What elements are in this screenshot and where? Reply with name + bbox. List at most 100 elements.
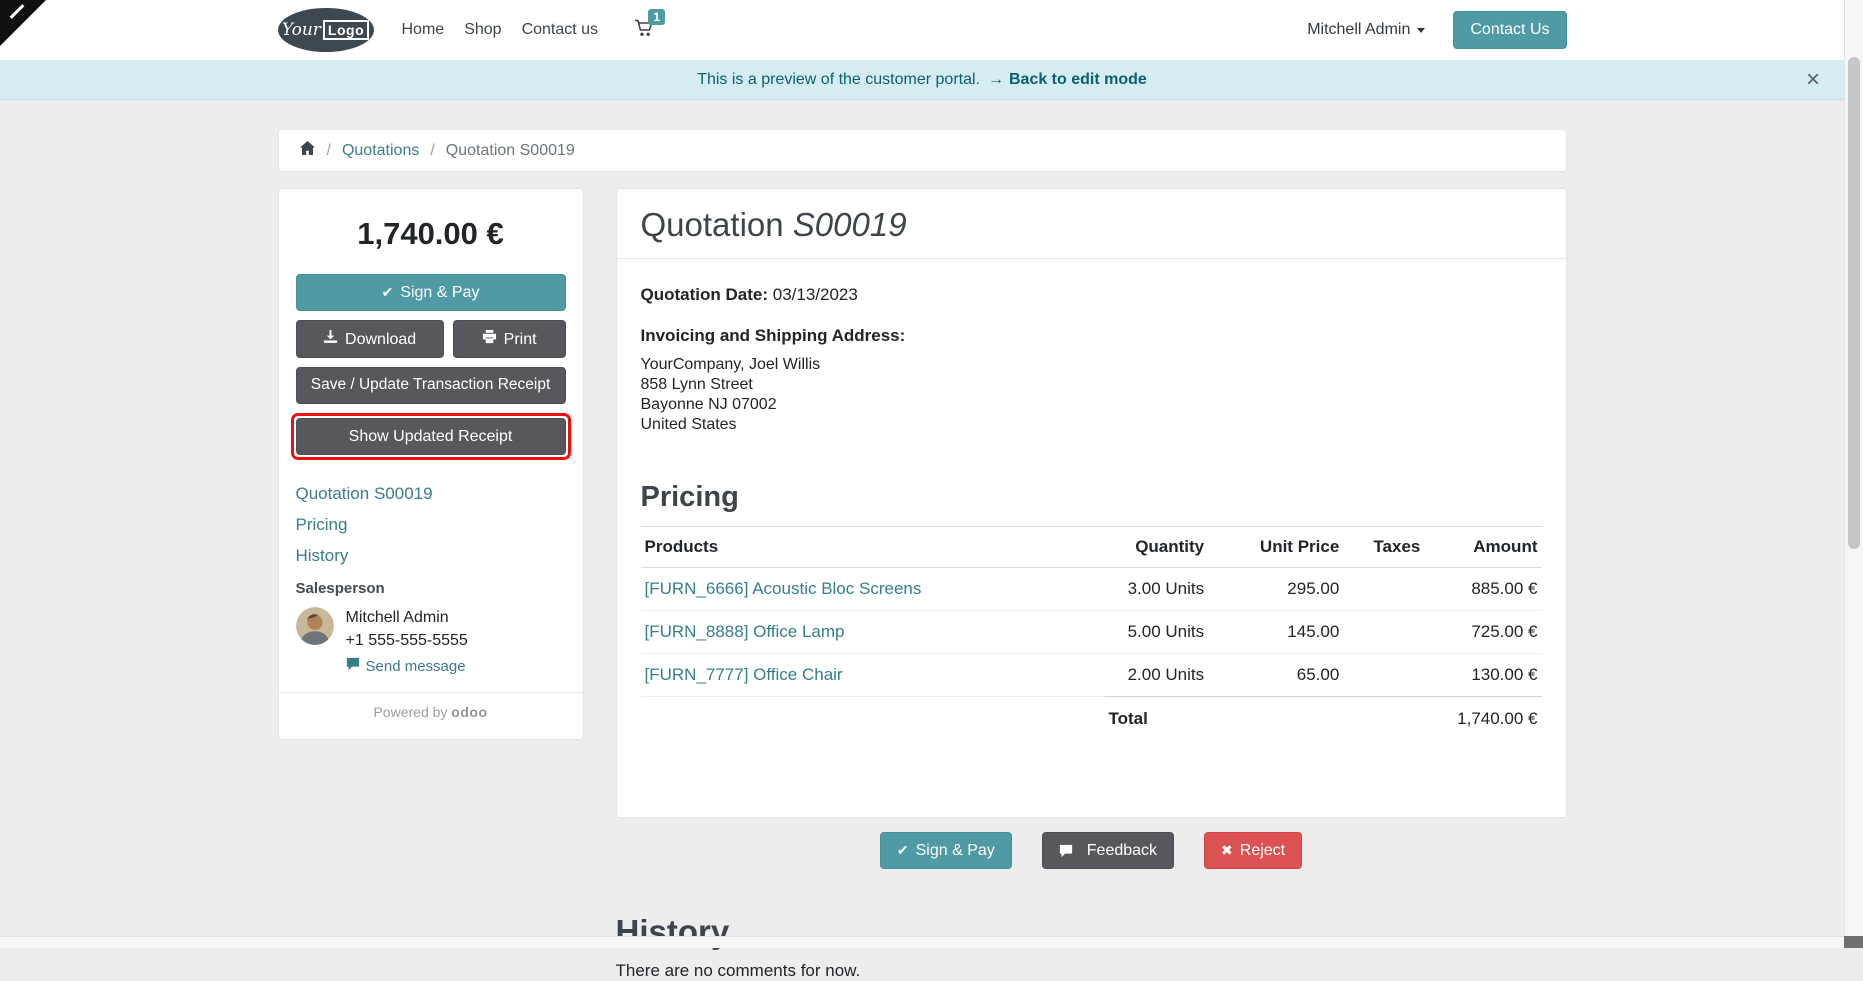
cell-quantity: 3.00 Units: [1091, 568, 1208, 611]
table-row: [FURN_7777] Office Chair 2.00 Units 65.0…: [641, 654, 1542, 697]
comment-icon: [1059, 844, 1080, 858]
user-menu-label: Mitchell Admin: [1307, 21, 1410, 39]
home-icon: [299, 140, 316, 161]
sidebar-link-history[interactable]: History: [296, 546, 566, 566]
address-line: 858 Lynn Street: [641, 375, 1542, 395]
check-icon: ✔: [382, 284, 394, 301]
salesperson-name: Mitchell Admin: [346, 609, 468, 627]
title-prefix: Quotation: [641, 206, 784, 243]
sidebar-link-quotation[interactable]: Quotation S00019: [296, 484, 566, 504]
header-unit-price: Unit Price: [1208, 527, 1343, 568]
print-icon: [482, 329, 504, 349]
quotation-date-value: 03/13/2023: [773, 285, 858, 304]
back-to-edit-link[interactable]: → Back to edit mode: [988, 71, 1147, 89]
contact-us-button[interactable]: Contact Us: [1453, 11, 1566, 48]
quotation-document: Quotation S00019 Quotation Date: 03/13/2…: [616, 188, 1567, 818]
header-quantity: Quantity: [1091, 527, 1208, 568]
user-menu[interactable]: Mitchell Admin: [1307, 21, 1425, 39]
table-row: [FURN_8888] Office Lamp 5.00 Units 145.0…: [641, 611, 1542, 654]
preview-banner-text: This is a preview of the customer portal…: [697, 71, 980, 89]
powered-by: Powered by odoo: [279, 692, 583, 722]
cell-unit-price: 65.00: [1208, 654, 1343, 697]
sign-pay-label: Sign & Pay: [400, 283, 479, 302]
print-label: Print: [504, 330, 537, 349]
feedback-button[interactable]: Feedback: [1042, 832, 1174, 869]
pricing-section-title: Pricing: [641, 481, 1542, 514]
cell-taxes: [1343, 611, 1424, 654]
annotation-highlight: Show Updated Receipt: [291, 413, 571, 460]
feedback-label: Feedback: [1087, 841, 1157, 860]
sign-pay-bottom-label: Sign & Pay: [916, 841, 995, 860]
nav-link-shop[interactable]: Shop: [464, 21, 501, 39]
salesperson-phone: +1 555-555-5555: [346, 632, 468, 650]
send-message-link[interactable]: Send message: [346, 657, 466, 675]
total-value: 1,740.00 €: [1457, 709, 1537, 729]
breadcrumb-separator: /: [430, 142, 434, 160]
reject-button[interactable]: ✖ Reject: [1204, 832, 1302, 869]
send-message-label: Send message: [366, 658, 466, 675]
sidebar-link-pricing[interactable]: Pricing: [296, 515, 566, 535]
breadcrumb-separator: /: [327, 142, 331, 160]
cell-unit-price: 295.00: [1208, 568, 1343, 611]
nav-link-home[interactable]: Home: [402, 21, 445, 39]
cell-amount: 885.00 €: [1424, 568, 1541, 611]
show-updated-receipt-button[interactable]: Show Updated Receipt: [296, 418, 566, 455]
close-icon[interactable]: ×: [1806, 68, 1820, 92]
cell-taxes: [1343, 568, 1424, 611]
history-empty-text: There are no comments for now.: [616, 961, 1567, 981]
cell-unit-price: 145.00: [1208, 611, 1343, 654]
cart-count-badge: 1: [648, 9, 665, 25]
preview-banner: This is a preview of the customer portal…: [0, 60, 1844, 100]
site-logo[interactable]: Your Logo: [278, 8, 374, 52]
address-block: YourCompany, Joel Willis 858 Lynn Street…: [641, 355, 1542, 435]
vertical-scrollbar-thumb[interactable]: [1848, 57, 1860, 549]
breadcrumb: / Quotations / Quotation S00019: [278, 129, 1567, 172]
header-products: Products: [641, 527, 1092, 568]
odoo-brand[interactable]: odoo: [451, 704, 487, 720]
avatar: [296, 607, 334, 645]
cell-amount: 725.00 €: [1424, 611, 1541, 654]
table-header-row: Products Quantity Unit Price Taxes Amoun…: [641, 527, 1542, 568]
back-to-edit-label: Back to edit mode: [1009, 71, 1147, 89]
cell-quantity: 5.00 Units: [1091, 611, 1208, 654]
total-row: Total 1,740.00 €: [1105, 696, 1542, 741]
save-update-receipt-button[interactable]: Save / Update Transaction Receipt: [296, 367, 566, 404]
nav-link-contact-us[interactable]: Contact us: [522, 21, 598, 39]
total-label: Total: [1109, 709, 1148, 729]
quotation-date-label: Quotation Date:: [641, 285, 769, 304]
header-amount: Amount: [1424, 527, 1541, 568]
download-label: Download: [345, 330, 416, 349]
cell-taxes: [1343, 654, 1424, 697]
quotation-total-amount: 1,740.00 €: [296, 216, 566, 252]
page-title: Quotation S00019: [641, 206, 1542, 244]
save-update-receipt-label: Save / Update Transaction Receipt: [311, 376, 551, 395]
cell-quantity: 2.00 Units: [1091, 654, 1208, 697]
scrollbar-corner: [1844, 936, 1863, 948]
product-link[interactable]: [FURN_8888] Office Lamp: [645, 622, 845, 641]
table-row: [FURN_6666] Acoustic Bloc Screens 3.00 U…: [641, 568, 1542, 611]
breadcrumb-home-link[interactable]: [299, 140, 316, 161]
cell-amount: 130.00 €: [1424, 654, 1541, 697]
vertical-scrollbar[interactable]: [1844, 0, 1863, 948]
sign-pay-bottom-button[interactable]: ✔ Sign & Pay: [880, 832, 1012, 869]
title-reference: S00019: [793, 206, 907, 243]
print-button[interactable]: Print: [453, 320, 566, 358]
breadcrumb-current: Quotation S00019: [446, 142, 575, 160]
address-line: YourCompany, Joel Willis: [641, 355, 1542, 375]
product-link[interactable]: [FURN_7777] Office Chair: [645, 665, 843, 684]
horizontal-scrollbar[interactable]: [0, 936, 1844, 948]
logo-boxed-text: Logo: [323, 20, 369, 40]
pricing-table: Products Quantity Unit Price Taxes Amoun…: [641, 526, 1542, 697]
cart-button[interactable]: 1: [634, 18, 654, 43]
check-icon: ✔: [897, 842, 909, 859]
x-icon: ✖: [1221, 842, 1233, 859]
arrow-right-icon: →: [988, 71, 1004, 89]
show-updated-receipt-label: Show Updated Receipt: [349, 427, 513, 446]
sign-pay-button[interactable]: ✔ Sign & Pay: [296, 274, 566, 311]
logo-script-text: Your: [282, 20, 321, 40]
product-link[interactable]: [FURN_6666] Acoustic Bloc Screens: [645, 579, 922, 598]
contact-us-label: Contact Us: [1470, 20, 1549, 39]
top-navbar: Your Logo Home Shop Contact us 1: [0, 0, 1844, 60]
breadcrumb-quotations-link[interactable]: Quotations: [342, 142, 419, 160]
download-button[interactable]: Download: [296, 320, 444, 358]
